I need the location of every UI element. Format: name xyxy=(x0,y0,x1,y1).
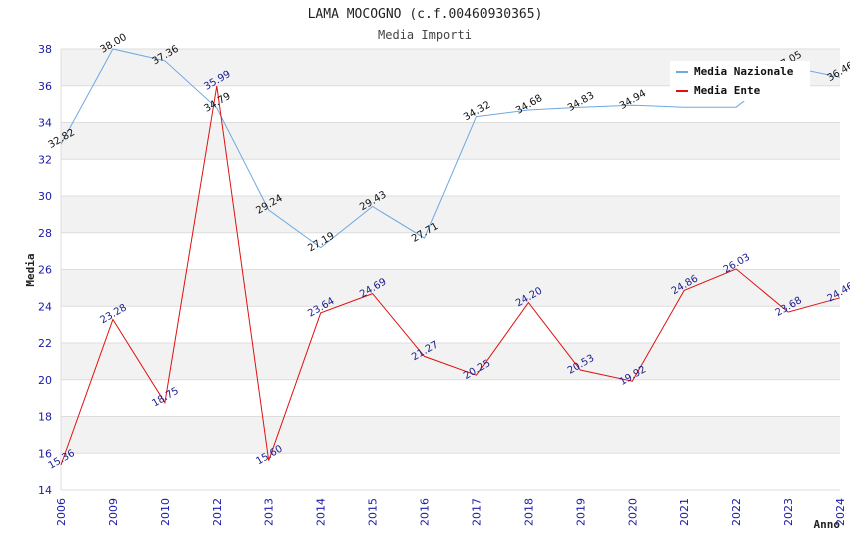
series-lines xyxy=(60,48,841,466)
x-tick-label: 2021 xyxy=(678,498,691,526)
y-tick-label: 30 xyxy=(38,190,52,203)
x-tick-label: 2014 xyxy=(315,498,328,526)
x-tick-label: 2019 xyxy=(574,498,587,526)
x-tick-label: 2017 xyxy=(470,498,483,526)
x-tick-label: 2010 xyxy=(159,498,172,526)
x-tick-label: 2022 xyxy=(730,498,743,526)
chart-subtitle: Media Importi xyxy=(378,28,472,42)
y-axis-ticks: 14 16 18 20 22 24 26 28 30 32 34 36 38 xyxy=(38,43,52,497)
series-line-media-ente xyxy=(60,85,841,466)
x-tick-label: 2015 xyxy=(367,498,380,526)
legend-label-ente: Media Ente xyxy=(694,84,761,97)
x-tick-label: 2012 xyxy=(211,498,224,526)
y-tick-label: 32 xyxy=(38,153,52,166)
background-band xyxy=(61,196,840,233)
x-tick-label: 2013 xyxy=(263,498,276,526)
x-tick-label: 2020 xyxy=(626,498,639,526)
data-label: 34.32 xyxy=(462,100,492,124)
background-band xyxy=(61,269,840,307)
y-tick-label: 36 xyxy=(38,80,52,93)
y-tick-label: 38 xyxy=(38,43,52,56)
y-tick-label: 22 xyxy=(38,337,52,350)
data-label: 18.75 xyxy=(150,386,180,410)
x-tick-label: 2018 xyxy=(522,498,535,526)
y-tick-label: 24 xyxy=(38,300,52,313)
background-band xyxy=(61,122,840,160)
chart-title: LAMA MOCOGNO (c.f.00460930365) xyxy=(308,7,543,22)
data-label: 34.94 xyxy=(618,88,648,112)
x-axis-ticks: 2006 2009 2010 2012 2013 2014 2015 2016 2017 2018… xyxy=(55,498,847,526)
y-axis-label: Media xyxy=(24,253,37,286)
x-tick-label: 2024 xyxy=(834,498,847,526)
x-tick-label: 2023 xyxy=(782,498,795,526)
gridlines xyxy=(60,48,840,491)
legend-box xyxy=(670,61,810,101)
x-tick-label: 2006 xyxy=(55,498,68,526)
x-tick-label: 2009 xyxy=(107,498,120,526)
y-tick-label: 16 xyxy=(38,447,52,460)
background-band xyxy=(61,416,840,454)
legend: Media Nazionale Media Ente xyxy=(670,61,810,101)
y-tick-label: 26 xyxy=(38,264,52,277)
x-axis-label: Anno xyxy=(814,518,841,531)
series-line-media-nazionale xyxy=(60,48,841,249)
data-label: 34.83 xyxy=(566,90,596,114)
legend-label-nazionale: Media Nazionale xyxy=(694,65,794,78)
data-label: 27.19 xyxy=(306,231,336,255)
y-tick-label: 20 xyxy=(38,374,52,387)
y-tick-label: 28 xyxy=(38,227,52,240)
x-tick-label: 2016 xyxy=(419,498,432,526)
y-tick-label: 14 xyxy=(38,484,52,497)
data-label: 34.68 xyxy=(514,93,544,117)
y-tick-label: 18 xyxy=(38,411,52,424)
y-tick-label: 34 xyxy=(38,117,52,130)
background-band xyxy=(61,343,840,380)
